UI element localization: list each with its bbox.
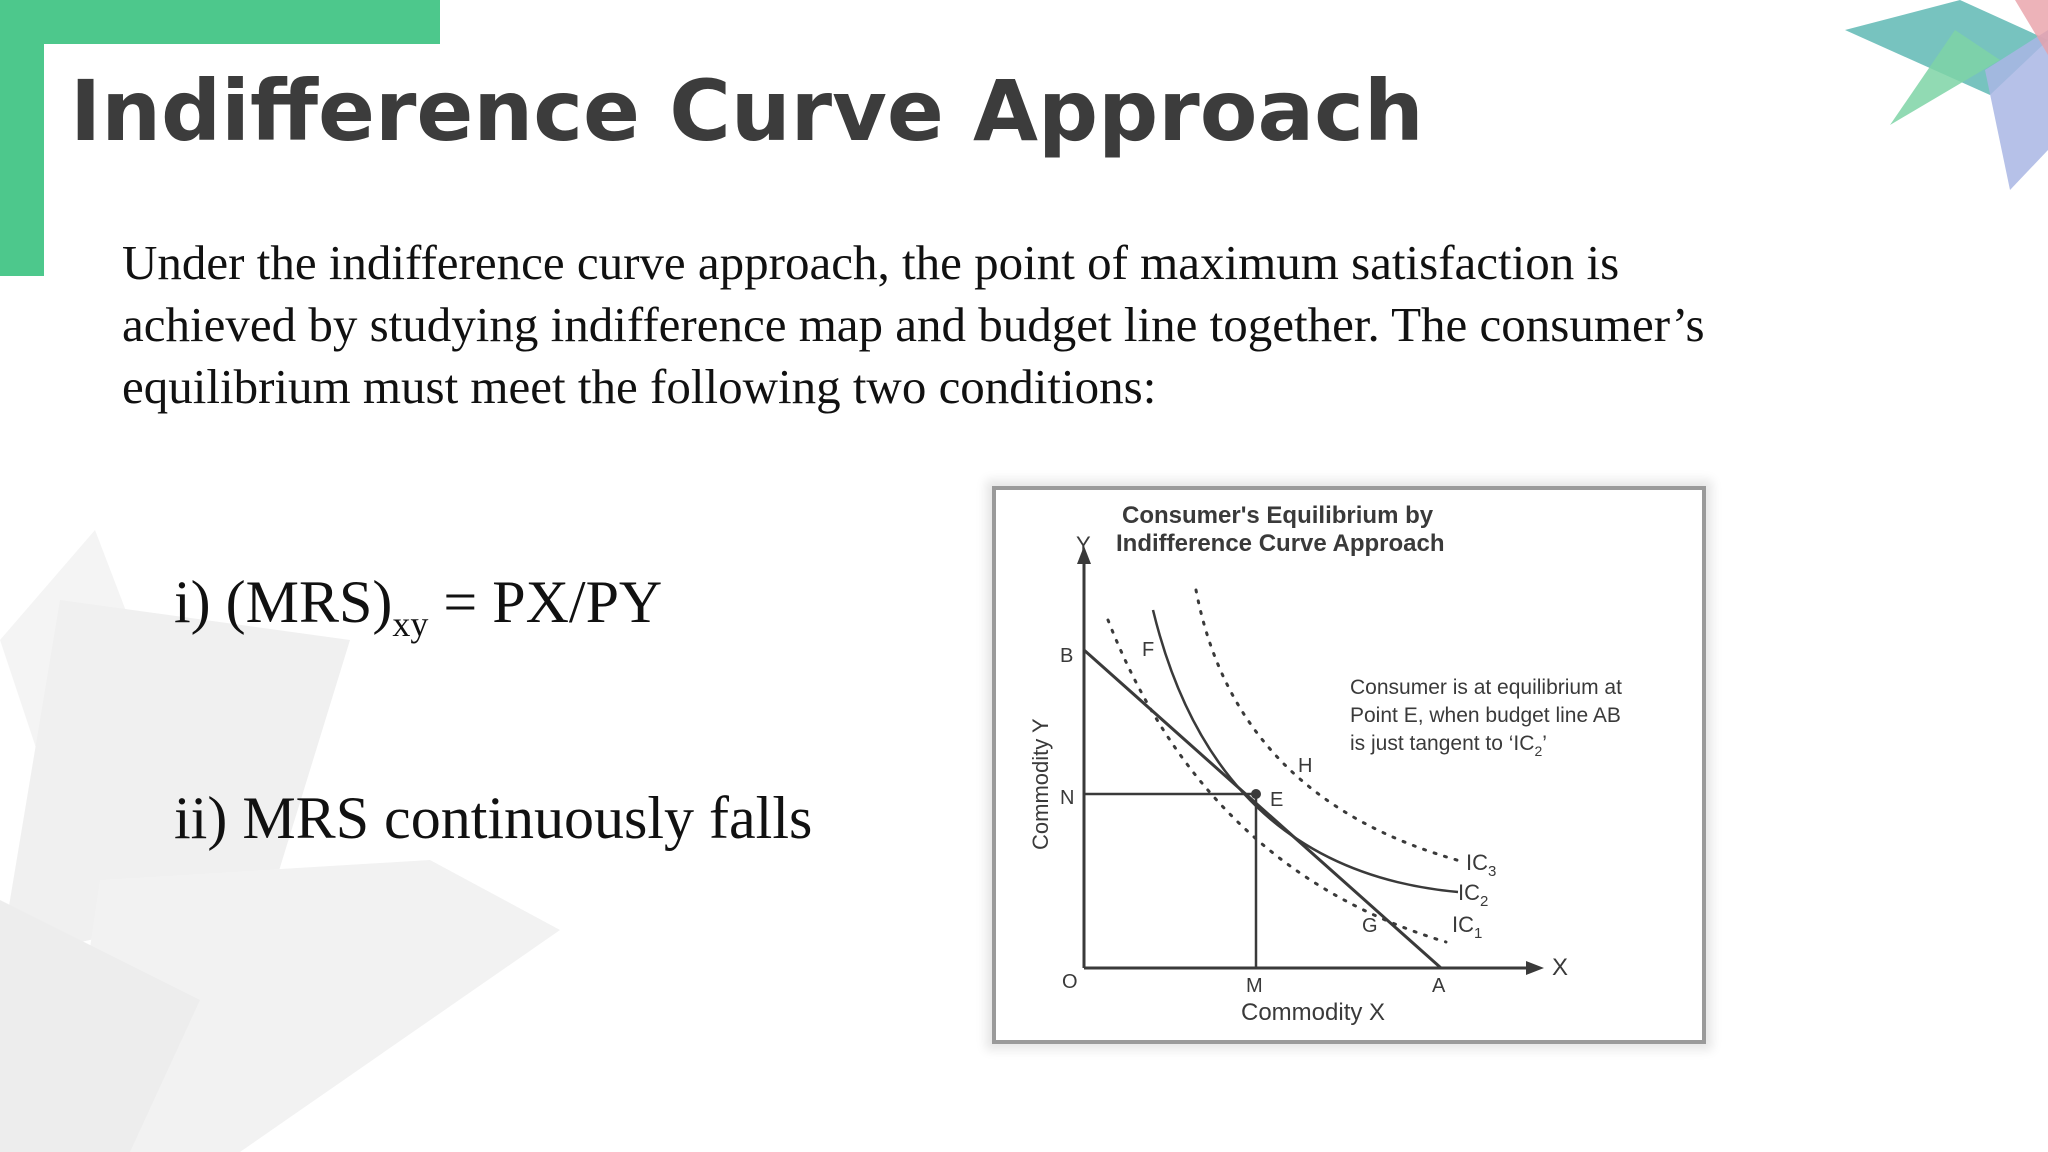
point-label-b: B (1060, 645, 1073, 667)
point-label-f: F (1142, 639, 1154, 661)
indifference-curve-ic1 (1106, 618, 1448, 944)
diagram-canvas: Consumer's Equilibrium by Indifference C… (1028, 502, 1622, 1026)
condition-one-subscript: xy (392, 604, 429, 644)
x-axis-arrow (1526, 961, 1544, 975)
equilibrium-diagram: Consumer's Equilibrium by Indifference C… (992, 486, 1706, 1044)
diagram-title-line1: Consumer's Equilibrium by (1122, 502, 1434, 529)
annotation-line1: Consumer is at equilibrium at (1350, 676, 1622, 699)
point-label-e: E (1270, 789, 1283, 811)
intro-paragraph: Under the indifference curve approach, t… (122, 232, 1822, 418)
point-label-g: G (1362, 915, 1378, 937)
y-axis-label: Commodity Y (1028, 718, 1053, 850)
annotation-line3: is just tangent to ‘IC2’ (1350, 732, 1547, 759)
equilibrium-point-e (1251, 789, 1261, 799)
intro-line: equilibrium must meet the following two … (122, 359, 1157, 414)
condition-one-suffix: = PX/PY (428, 569, 663, 635)
y-axis-arrow (1077, 546, 1091, 564)
curve-label-ic2: IC2 (1458, 880, 1488, 910)
condition-one: i) (MRS)xy = PX/PY (174, 568, 662, 645)
condition-one-prefix: i) (MRS) (174, 569, 393, 635)
indifference-curve-ic3 (1194, 588, 1466, 864)
point-label-h: H (1298, 755, 1312, 777)
intro-line: Under the indifference curve approach, t… (122, 235, 1620, 290)
point-label-n: N (1060, 787, 1074, 809)
condition-two: ii) MRS continuously falls (174, 785, 813, 851)
indifference-curve-ic2 (1151, 609, 1459, 894)
diagram-title-line2: Indifference Curve Approach (1116, 530, 1445, 557)
curve-label-ic3: IC3 (1466, 850, 1496, 880)
accent-bar-top (0, 0, 440, 44)
accent-bar-left (0, 0, 44, 276)
budget-line-ab (1083, 648, 1442, 970)
annotation-line2: Point E, when budget line AB (1350, 704, 1621, 727)
slide-title: Indifference Curve Approach (70, 62, 1424, 160)
point-label-origin: O (1062, 971, 1078, 993)
x-axis-letter: X (1552, 954, 1568, 981)
curve-label-ic1: IC1 (1452, 912, 1482, 942)
point-label-a: A (1432, 975, 1446, 997)
point-label-m: M (1246, 975, 1263, 997)
intro-line: achieved by studying indifference map an… (122, 297, 1705, 352)
y-axis-letter: Y (1076, 532, 1091, 557)
x-axis-label: Commodity X (1241, 999, 1385, 1026)
